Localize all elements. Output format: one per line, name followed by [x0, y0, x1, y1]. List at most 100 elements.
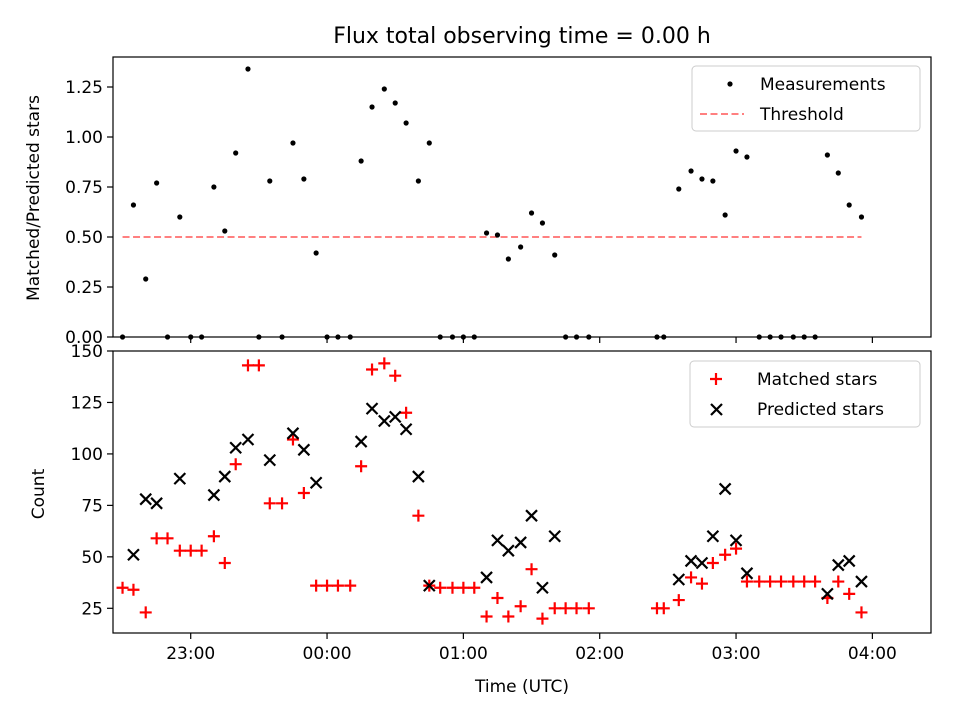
matched-star-point — [412, 509, 425, 522]
matched-star-point — [218, 557, 231, 570]
predicted-star-point — [514, 536, 527, 549]
x-tick-label: 02:00 — [575, 644, 624, 664]
measurement-point — [403, 120, 409, 126]
predicted-star-point — [388, 410, 402, 424]
measurement-point — [369, 104, 375, 110]
measurement-point — [518, 244, 524, 250]
predicted-star-point — [309, 476, 323, 490]
top-y-ticks: 0.00 0.25 0.50 0.75 1.00 1.25 — [65, 78, 113, 348]
matched-star-point — [297, 487, 310, 500]
count-panel: Count 25 50 75 100 125 150 23:00 00:00 01:00 02:… — [29, 342, 932, 697]
predicted-star-point — [207, 488, 221, 502]
matched-star-point — [798, 575, 811, 588]
top-axes-frame — [112, 56, 932, 338]
measurement-point — [824, 152, 830, 158]
matched-star-point — [525, 563, 538, 576]
predicted-star-point — [525, 509, 538, 522]
matched-star-point — [389, 369, 402, 382]
matched-star-point — [502, 610, 515, 623]
matched-star-point — [559, 602, 572, 615]
predicted-star-point — [855, 575, 868, 588]
matched-star-point — [446, 581, 459, 594]
matched-star-point — [229, 458, 242, 471]
matched-star-point — [276, 497, 289, 510]
bottom-y-tick-label: 150 — [71, 342, 103, 362]
predicted-star-point — [412, 470, 425, 483]
predicted-star-point — [286, 427, 300, 440]
matched-star-point — [582, 602, 595, 615]
predicted-star-point — [672, 573, 686, 586]
predicted-star-point — [297, 443, 311, 457]
bottom-axes-frame — [112, 350, 932, 634]
predicted-star-point — [173, 472, 187, 485]
measurement-point — [290, 140, 296, 146]
top-legend-box — [691, 65, 921, 132]
matched-star-point — [855, 606, 868, 619]
predicted-star-point — [695, 556, 709, 570]
matched-star-point — [207, 530, 220, 543]
x-tick-label: 04:00 — [848, 644, 897, 664]
matched-star-point — [730, 542, 743, 555]
matched-star-point — [116, 581, 129, 594]
top-y-tick-label: 1.25 — [65, 78, 103, 98]
measurement-point — [154, 180, 160, 186]
matched-star-point — [468, 581, 481, 594]
bottom-y-tick-label: 125 — [71, 393, 103, 413]
matched-star-point — [378, 357, 391, 370]
matched-star-point — [150, 532, 163, 545]
figure-title: Flux total observing time = 0.00 h — [333, 24, 711, 49]
matched-star-point — [548, 602, 561, 615]
measurement-point — [505, 256, 511, 262]
matched-star-point — [685, 571, 698, 584]
measurement-point — [381, 86, 387, 92]
matched-star-point — [491, 592, 504, 605]
matched-star-point — [570, 602, 583, 615]
matched-star-point — [434, 581, 447, 594]
bottom-legend-box — [689, 360, 921, 428]
predicted-star-point — [229, 441, 242, 455]
matched-star-point — [161, 532, 174, 545]
predicted-star-point — [139, 492, 152, 506]
matched-star-point — [536, 612, 549, 625]
top-y-axis-label: Matched/Predicted stars — [24, 95, 44, 301]
top-y-tick-label: 0.50 — [65, 228, 103, 248]
measurement-point — [222, 228, 228, 234]
matched-star-point — [719, 548, 732, 561]
matched-star-point — [366, 363, 379, 376]
matched-star-point — [480, 610, 493, 623]
matched-star-point — [764, 575, 777, 588]
predicted-star-point — [480, 571, 493, 584]
bottom-y-tick-label: 75 — [81, 496, 103, 516]
top-y-tick-label: 1.00 — [65, 128, 103, 148]
measurement-point — [699, 176, 705, 182]
predicted-legend-marker — [710, 403, 723, 416]
measurement-point — [539, 220, 546, 226]
threshold-legend-label: Threshold — [759, 105, 844, 125]
measurement-point — [744, 154, 750, 160]
measurement-point — [267, 178, 273, 184]
matched-star-point — [657, 602, 670, 615]
predicted-star-point — [536, 581, 549, 594]
matched-star-point — [672, 594, 685, 607]
predicted-star-point — [218, 470, 232, 483]
measurement-point — [494, 232, 501, 238]
measurement-point — [301, 176, 307, 182]
measurement-point — [233, 150, 239, 156]
predicted-star-point — [378, 414, 391, 428]
predicted-star-point — [548, 529, 561, 543]
predicted-star-point — [399, 422, 413, 436]
x-tick-label: 01:00 — [439, 644, 488, 664]
matched-star-point — [252, 359, 265, 372]
bottom-x-ticks: 23:00 00:00 01:00 02:00 03:00 04:00 — [166, 633, 897, 664]
predicted-star-point — [127, 548, 140, 562]
predicted-legend-label: Predicted stars — [757, 400, 884, 420]
matched-star-point — [775, 575, 788, 588]
bottom-y-tick-label: 50 — [81, 548, 103, 568]
measurement-point — [858, 214, 865, 220]
top-legend: Measurements Threshold — [691, 65, 921, 132]
x-axis-label: Time (UTC) — [474, 677, 569, 697]
matched-star-point — [139, 606, 152, 619]
bottom-y-tick-label: 25 — [81, 599, 103, 619]
measurement-point — [552, 252, 558, 258]
